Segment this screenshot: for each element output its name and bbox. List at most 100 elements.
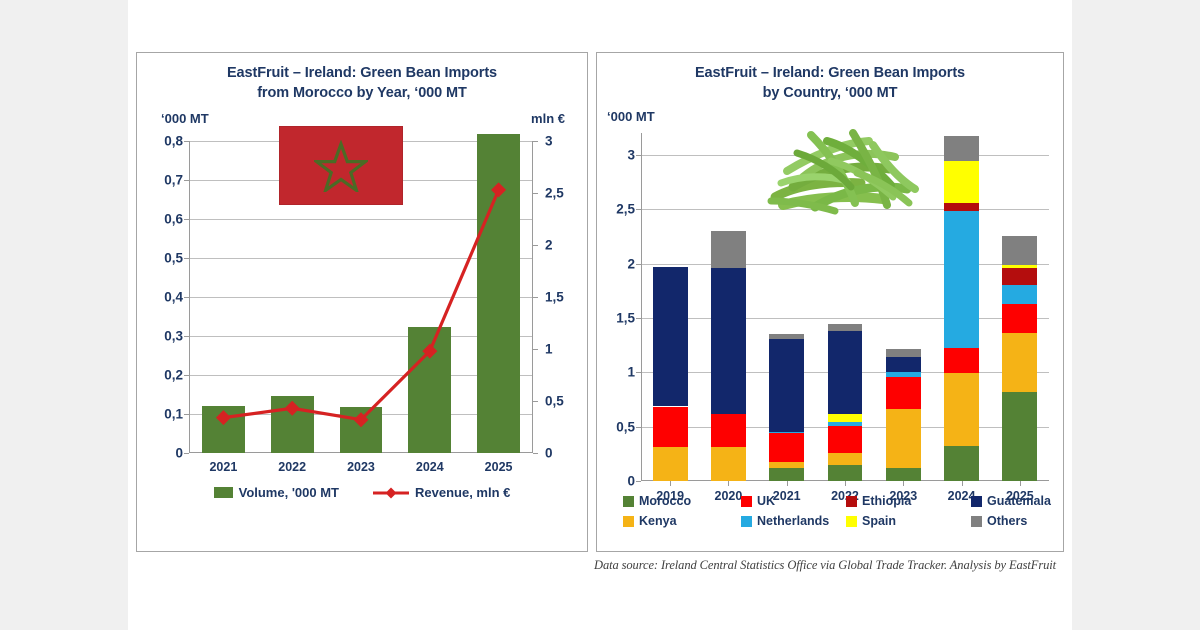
y-tick-label-right: 0 — [545, 445, 553, 461]
x-tick-label-2021: 2021 — [209, 460, 238, 474]
segment-netherlands-2025 — [1002, 285, 1038, 304]
segment-morocco-2024 — [944, 445, 980, 481]
plot-area-right — [636, 133, 1049, 486]
segment-netherlands-2022 — [827, 422, 863, 426]
segment-ethiopia-2025 — [1002, 267, 1038, 286]
chart-title-left-line2: from Morocco by Year, ‘000 MT — [257, 85, 467, 101]
y-tick-label-left: 0,2 — [164, 367, 183, 383]
x-tick-label-2024: 2024 — [415, 460, 444, 474]
segment-kenya-2021 — [769, 461, 805, 468]
y-tick-right — [533, 245, 538, 246]
y-tick-label-right-chart: 0 — [627, 473, 635, 489]
segment-others-2025 — [1002, 235, 1038, 265]
y-tick-label-left: 0,4 — [164, 289, 183, 305]
legend-item-volume[interactable]: Volume, '000 MT — [213, 485, 339, 500]
legend-item-spain[interactable]: Spain — [846, 514, 971, 528]
segment-kenya-2024 — [944, 372, 980, 446]
x-tick-right-chart — [903, 481, 905, 486]
legend-item-morocco[interactable]: Morocco — [623, 494, 741, 508]
y-tick-label-right-chart: 1,5 — [616, 310, 635, 326]
segment-ethiopia-2024 — [944, 203, 980, 212]
x-tick-right-chart — [786, 481, 788, 486]
revenue-line-series — [215, 182, 507, 428]
y-tick-left — [184, 180, 189, 181]
y-axis-right — [532, 141, 533, 453]
legend-swatch-ethiopia — [846, 495, 857, 507]
segment-others-2021 — [769, 334, 805, 339]
segment-uk-2020 — [710, 414, 746, 447]
x-tick-right-chart — [670, 481, 672, 486]
legend-label-volume: Volume, '000 MT — [238, 485, 339, 500]
segment-others-2023 — [885, 348, 921, 357]
x-tick-label-country-2023: 2023 — [889, 489, 918, 503]
legend-swatch-netherlands — [741, 515, 752, 527]
left-axis-unit-label: ‘000 MT — [161, 111, 209, 126]
y-tick-label-right-chart: 0,5 — [616, 419, 635, 435]
legend-label-guatemala: Guatemala — [987, 494, 1051, 508]
legend-swatch-kenya — [623, 515, 634, 527]
legend-item-uk[interactable]: UK — [741, 494, 846, 508]
y-tick-right — [533, 453, 538, 454]
y-tick-left — [184, 258, 189, 259]
gridline-left — [189, 336, 533, 337]
gridline-right — [641, 209, 1049, 211]
y-tick-left — [184, 141, 189, 142]
segment-others-2022 — [827, 324, 863, 332]
revenue-marker-2024 — [422, 343, 438, 359]
chart-title-right-line2: by Country, ‘000 MT — [762, 85, 898, 101]
x-tick-right-chart — [961, 481, 963, 486]
legend-item-others[interactable]: Others — [971, 514, 1081, 528]
segment-netherlands-2023 — [885, 371, 921, 378]
morocco-flag-icon — [279, 126, 403, 205]
segment-morocco-2025 — [1002, 392, 1038, 481]
legend-item-ethiopia[interactable]: Ethiopia — [846, 494, 971, 508]
segment-uk-2019 — [652, 406, 688, 447]
segment-spain-2022 — [827, 414, 863, 423]
y-tick-label-right: 1,5 — [545, 289, 564, 305]
content-sheet: EastFruit – Ireland: Green Bean Imports … — [128, 0, 1072, 630]
segment-kenya-2022 — [827, 452, 863, 466]
stacked-bar-2019 — [652, 133, 688, 481]
chart-panel-imports-by-country: EastFruit – Ireland: Green Bean Imports … — [596, 52, 1064, 552]
x-tick-right-chart — [845, 481, 846, 486]
green-beans-photo — [757, 113, 929, 225]
revenue-marker-2021 — [215, 410, 231, 426]
segment-uk-2023 — [885, 377, 921, 409]
y-tick-right-chart — [636, 426, 641, 428]
legend-item-netherlands[interactable]: Netherlands — [741, 514, 846, 528]
legend-left: Volume, '000 MT Revenue, mln € — [137, 485, 587, 500]
x-tick-label-2023: 2023 — [347, 460, 375, 474]
segment-guatemala-2021 — [769, 338, 805, 432]
segment-morocco-2023 — [885, 468, 921, 481]
x-tick-right-chart — [728, 481, 730, 486]
legend-label-netherlands: Netherlands — [757, 514, 830, 528]
chart-panel-morocco-by-year: EastFruit – Ireland: Green Bean Imports … — [136, 52, 588, 552]
right-chart-axis-unit-label: ‘000 MT — [607, 109, 655, 124]
legend-label-uk: UK — [757, 494, 776, 508]
legend-swatch-guatemala — [971, 495, 982, 507]
revenue-marker-2022 — [284, 400, 300, 416]
y-tick-right-chart — [636, 263, 641, 265]
legend-item-revenue[interactable]: Revenue, mln € — [373, 485, 510, 500]
stacked-bar-2023 — [885, 133, 921, 481]
segment-uk-2025 — [1002, 303, 1038, 333]
segment-kenya-2023 — [885, 408, 921, 469]
revenue-marker-2023 — [353, 412, 369, 428]
y-tick-label-right: 1 — [545, 341, 553, 357]
legend-item-kenya[interactable]: Kenya — [623, 514, 741, 528]
y-tick-left — [184, 219, 189, 220]
y-tick-right — [533, 193, 538, 194]
y-axis-right-chart — [641, 133, 642, 481]
legend-label-others: Others — [987, 514, 1028, 528]
y-tick-right — [533, 401, 538, 402]
legend-item-guatemala[interactable]: Guatemala — [971, 494, 1081, 508]
segment-others-2020 — [710, 230, 746, 268]
y-tick-label-left: 0 — [175, 445, 183, 461]
y-tick-right — [533, 349, 538, 350]
chart-title-right-line1: EastFruit – Ireland: Green Bean Imports — [694, 65, 966, 81]
legend-swatch-spain — [846, 515, 857, 527]
segment-uk-2021 — [769, 433, 805, 462]
x-tick-label-country-2020: 2020 — [714, 489, 743, 503]
y-tick-label-right-chart: 3 — [627, 147, 635, 163]
y-tick-label-right-chart: 2,5 — [616, 201, 635, 217]
